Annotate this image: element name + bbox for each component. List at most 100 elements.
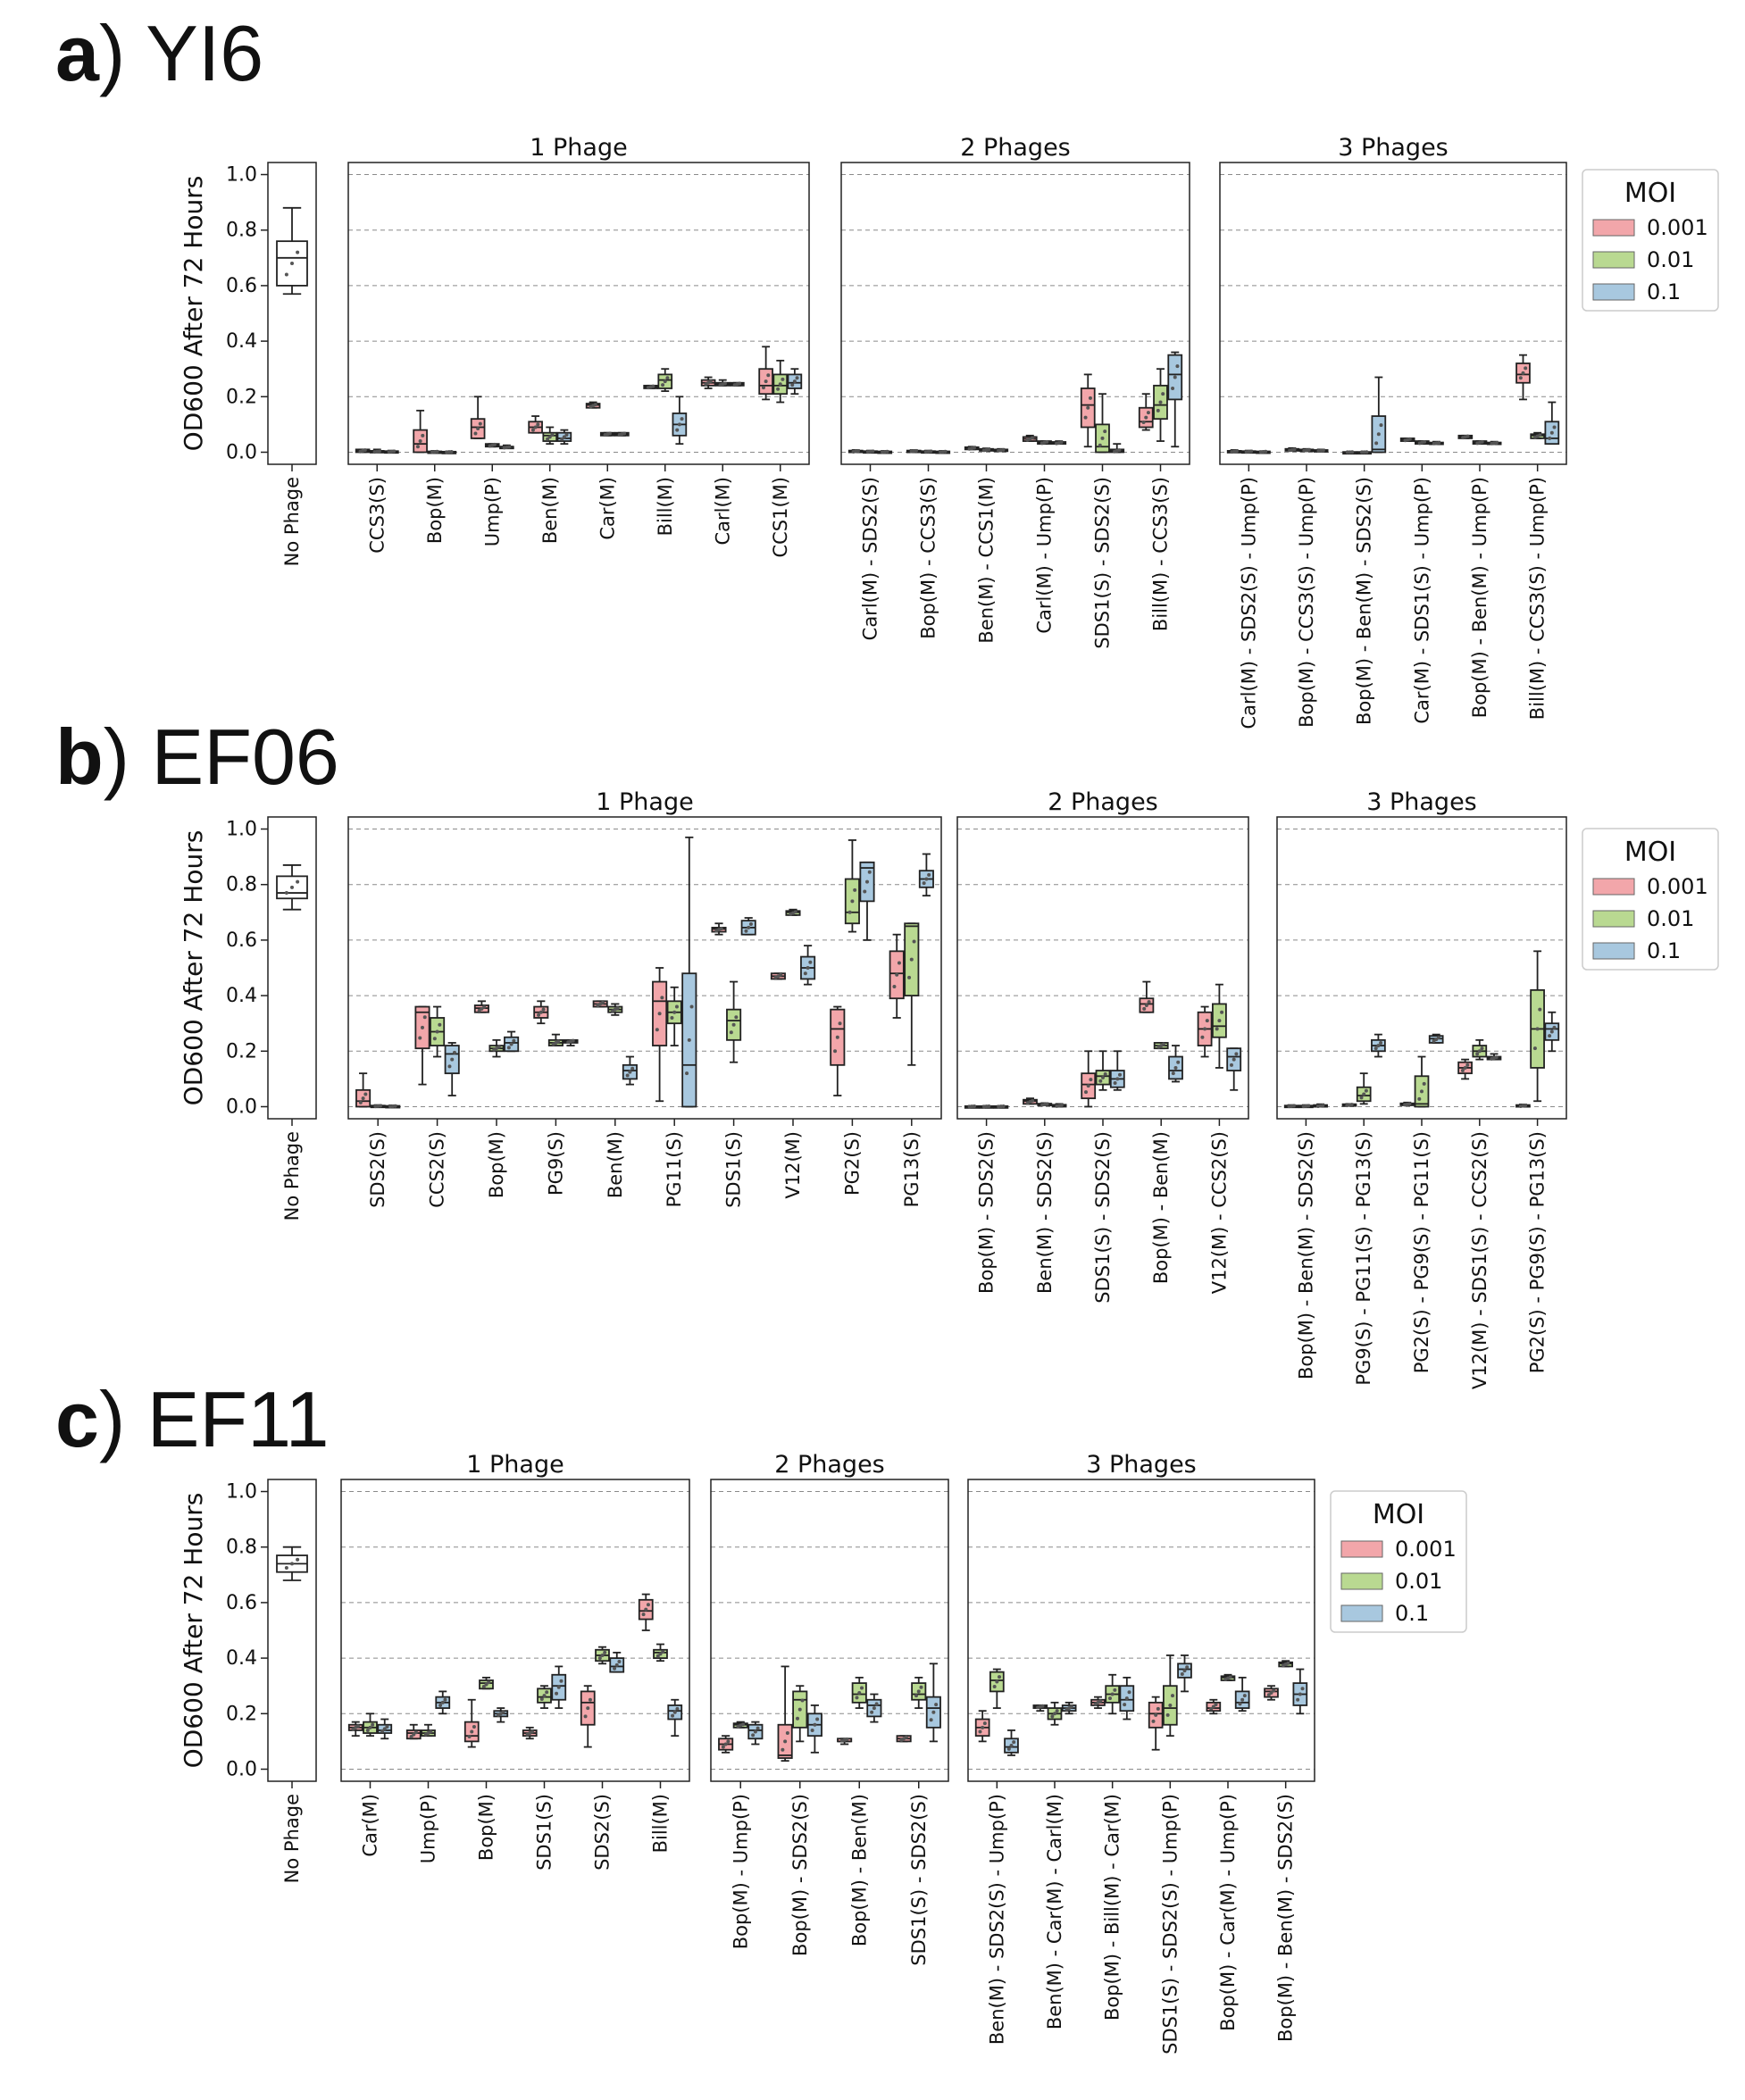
- sample-point: [863, 889, 867, 894]
- axes-frame: [840, 162, 1190, 465]
- sample-point: [914, 448, 918, 453]
- sample-point: [1521, 371, 1525, 375]
- sample-point: [790, 383, 795, 388]
- sample-point: [1156, 1706, 1160, 1711]
- box-0.1: [1292, 1668, 1308, 1715]
- y-axis-label: OD600 After 72 Hours: [179, 1493, 208, 1769]
- sample-point: [1182, 1669, 1187, 1673]
- box-0.1: [1226, 1047, 1242, 1091]
- x-tick-label: V12(M): [782, 1131, 804, 1199]
- sample-point: [472, 1725, 476, 1729]
- box-0.01: [363, 1712, 378, 1738]
- sample-point: [1103, 1071, 1107, 1076]
- sample-point: [808, 960, 813, 964]
- box-0.1: [1371, 376, 1387, 454]
- box-0.01: [1414, 1055, 1430, 1108]
- sample-point: [795, 376, 799, 380]
- sample-point: [719, 927, 723, 931]
- x-tick-label: CCS1(M): [770, 477, 791, 558]
- sample-point: [776, 387, 781, 391]
- sample-point: [1176, 1060, 1181, 1064]
- box-0.1: [1109, 443, 1125, 454]
- sample-point: [815, 1717, 820, 1721]
- x-tick-label: SDS1(S) - SDS2(S) - Ump(P): [1159, 1794, 1181, 2054]
- box-0.1: [1119, 1676, 1135, 1721]
- box-0.01: [1095, 1050, 1111, 1091]
- sample-point: [978, 1729, 982, 1734]
- sample-point: [845, 1738, 849, 1742]
- sample-point: [1161, 1042, 1165, 1046]
- box-0.01: [1153, 1042, 1169, 1050]
- sample-point: [1124, 1696, 1129, 1701]
- sample-point: [625, 1073, 630, 1078]
- y-tick-label: 0.4: [226, 1647, 257, 1670]
- box-0.1: [609, 1651, 625, 1673]
- box-0.01: [1105, 1673, 1121, 1715]
- box-0.1: [672, 396, 688, 446]
- sample-point: [440, 1700, 445, 1704]
- box-0.1: [993, 447, 1009, 453]
- box-0.01: [844, 839, 860, 933]
- x-tick-label: SDS1(S) - SDS2(S): [908, 1794, 930, 1966]
- sample-point: [741, 1722, 746, 1727]
- x-tick-label: Carl(M) - SDS2(S) - Ump(P): [1238, 477, 1259, 729]
- sample-point: [600, 1653, 605, 1657]
- box-0.1: [377, 1718, 393, 1740]
- sample-point: [987, 1104, 991, 1109]
- x-tick-label: Bill(M): [650, 1794, 672, 1853]
- sample-point: [756, 1726, 760, 1730]
- sample-point: [674, 1004, 679, 1009]
- sample-point: [556, 1039, 561, 1044]
- sample-point: [753, 1729, 757, 1734]
- sample-point: [1215, 1027, 1219, 1031]
- sample-point: [492, 442, 497, 446]
- box-0.001: [1399, 1101, 1415, 1107]
- sample-point: [497, 1045, 501, 1049]
- legend-entry: 0.1: [1395, 1601, 1429, 1626]
- x-tick-label: Carl(M): [712, 477, 733, 546]
- sample-point: [907, 975, 912, 979]
- sample-point: [501, 1710, 505, 1714]
- facet-title: 1 Phage: [530, 134, 627, 162]
- sample-point: [1175, 364, 1180, 369]
- sample-point: [909, 957, 914, 962]
- sample-point: [1286, 1661, 1290, 1665]
- x-tick-label: Ben(M) - SDS2(S) - Ump(P): [986, 1794, 1007, 2045]
- box-0.001: [974, 1710, 990, 1743]
- box-0.001: [533, 1000, 549, 1025]
- sample-point: [658, 1652, 663, 1656]
- box-0.001: [592, 1000, 608, 1008]
- sample-point: [438, 1703, 443, 1707]
- sample-point: [358, 1100, 363, 1104]
- sample-point: [1001, 447, 1006, 452]
- box-0.01: [1472, 439, 1488, 446]
- sample-point: [1437, 440, 1441, 445]
- sample-point: [284, 891, 288, 896]
- box-0.01: [772, 359, 789, 404]
- sample-point: [855, 1696, 859, 1700]
- box-0.01: [607, 1003, 623, 1016]
- sample-point: [644, 1607, 648, 1612]
- sample-point: [972, 446, 976, 450]
- sample-point: [672, 1710, 677, 1714]
- sample-point: [365, 1728, 370, 1732]
- box-0.1: [1051, 1103, 1067, 1108]
- x-tick-label: PG13(S): [901, 1131, 923, 1207]
- axes-frame: [347, 162, 810, 465]
- x-tick-label: No Phage: [281, 477, 303, 566]
- sample-point: [1009, 1744, 1014, 1748]
- sample-point: [1151, 1719, 1156, 1723]
- sample-point: [290, 1562, 294, 1566]
- x-tick-label: Ben(M) - SDS2(S): [1034, 1131, 1056, 1294]
- sample-point: [560, 437, 564, 441]
- box-0.001: [1081, 1050, 1097, 1108]
- sample-point: [793, 910, 797, 914]
- sample-point: [1040, 1704, 1045, 1708]
- sample-point: [1100, 436, 1105, 440]
- box-0.001: [1022, 434, 1038, 442]
- box-0.01: [732, 1721, 748, 1729]
- sample-point: [897, 961, 901, 965]
- box-0.1: [556, 429, 572, 446]
- sample-point: [870, 1710, 874, 1714]
